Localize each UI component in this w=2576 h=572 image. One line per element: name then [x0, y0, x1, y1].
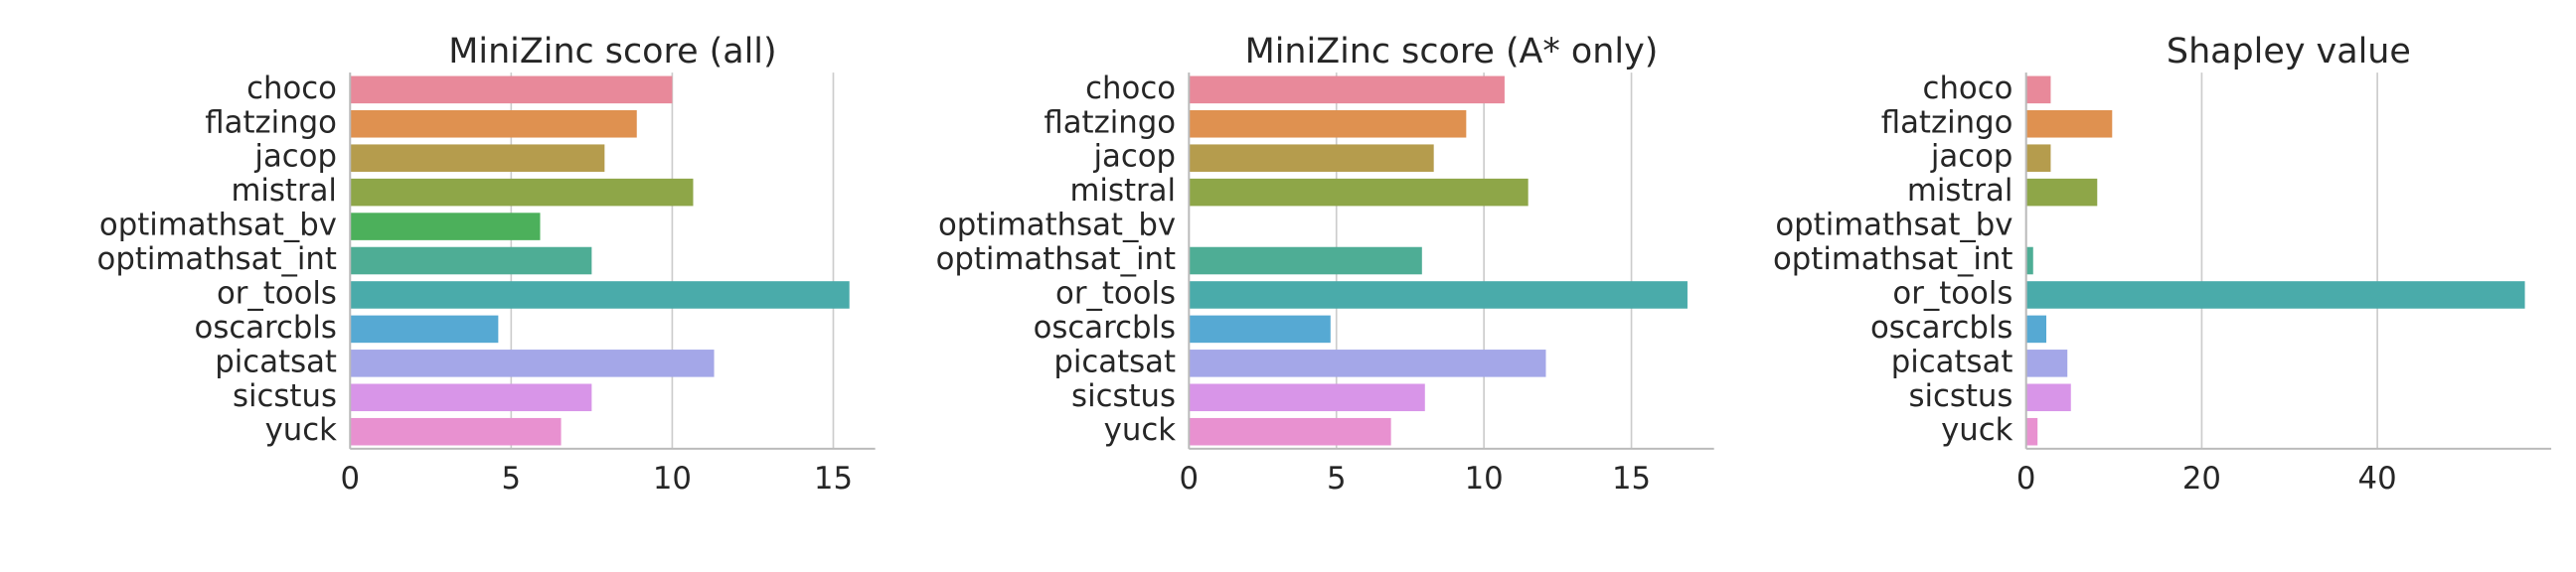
bar [350, 178, 694, 207]
y-tick-label: mistral [231, 173, 337, 209]
bar [350, 350, 715, 377]
bar [2025, 350, 2068, 377]
bar [2025, 144, 2051, 172]
bar [350, 383, 592, 412]
bar [1189, 350, 1546, 377]
bar [350, 109, 637, 138]
chart-title: Shapley value [2167, 32, 2411, 72]
bar [1189, 383, 1425, 412]
y-tick-label: optimathsat_bv [99, 208, 337, 243]
bar [350, 75, 673, 104]
y-tick-label: mistral [1907, 173, 2013, 209]
bar [2025, 383, 2071, 412]
x-tick-label: 10 [653, 461, 692, 497]
x-tick-label: 10 [1465, 461, 1504, 497]
bar [1189, 75, 1505, 104]
y-tick-label: choco [1923, 71, 2013, 106]
bar [350, 281, 850, 309]
bar [2025, 417, 2038, 446]
y-tick-label: optimathsat_int [1773, 241, 2012, 277]
bar [1189, 315, 1331, 344]
y-tick-label: optimathsat_bv [1775, 208, 2012, 243]
x-tick-label: 0 [1180, 461, 1200, 497]
bar [2025, 109, 2113, 138]
x-tick-label: 0 [2016, 461, 2036, 497]
y-tick-label: choco [246, 71, 337, 106]
y-tick-label: picatsat [1053, 344, 1176, 379]
y-tick-label: jacop [253, 139, 337, 175]
y-tick-label: picatsat [215, 344, 337, 379]
chart-title: MiniZinc score (all) [448, 32, 776, 72]
y-tick-label: sicstus [233, 378, 337, 414]
y-tick-label: sicstus [1071, 378, 1176, 414]
y-tick-label: oscarcbls [1870, 310, 2012, 346]
y-tick-label: oscarcbls [1034, 310, 1176, 346]
bar [1189, 178, 1529, 207]
bar [1189, 281, 1688, 309]
bar [1189, 246, 1422, 275]
y-tick-label: flatzingo [205, 104, 337, 140]
x-tick-label: 0 [340, 461, 360, 497]
y-tick-label: optimathsat_int [97, 241, 337, 277]
chart-title: MiniZinc score (A* only) [1245, 32, 1659, 72]
y-tick-label: mistral [1070, 173, 1177, 209]
bar [2025, 281, 2525, 309]
x-tick-label: 5 [502, 461, 522, 497]
x-tick-label: 5 [1327, 461, 1347, 497]
y-tick-label: flatzingo [1881, 104, 2013, 140]
x-tick-label: 40 [2358, 461, 2397, 497]
bar [2025, 75, 2051, 104]
bar [1189, 417, 1391, 446]
x-tick-label: 15 [1612, 461, 1651, 497]
y-tick-label: or_tools [217, 275, 337, 311]
bar [2025, 315, 2047, 344]
y-tick-label: yuck [265, 412, 338, 448]
x-tick-label: 20 [2182, 461, 2221, 497]
bar [1189, 109, 1467, 138]
y-tick-label: choco [1085, 71, 1176, 106]
x-tick-label: 15 [814, 461, 853, 497]
y-tick-label: sicstus [1908, 378, 2012, 414]
bar [2025, 178, 2098, 207]
y-tick-label: optimathsat_int [936, 241, 1176, 277]
y-tick-label: optimathsat_bv [938, 208, 1176, 243]
y-tick-label: yuck [1104, 412, 1177, 448]
y-tick-label: or_tools [1055, 275, 1176, 311]
bar [350, 246, 592, 275]
y-tick-label: or_tools [1892, 275, 2012, 311]
y-tick-label: jacop [1092, 139, 1176, 175]
y-tick-label: flatzingo [1044, 104, 1176, 140]
bar [350, 315, 499, 344]
y-tick-label: picatsat [1891, 344, 2013, 379]
y-tick-label: jacop [1930, 139, 2013, 175]
bar [2025, 246, 2033, 275]
y-tick-label: oscarcbls [195, 310, 337, 346]
bar [1189, 144, 1434, 172]
bar [350, 144, 605, 172]
bar [350, 213, 541, 240]
y-tick-label: yuck [1941, 412, 2013, 448]
bar [350, 417, 562, 446]
